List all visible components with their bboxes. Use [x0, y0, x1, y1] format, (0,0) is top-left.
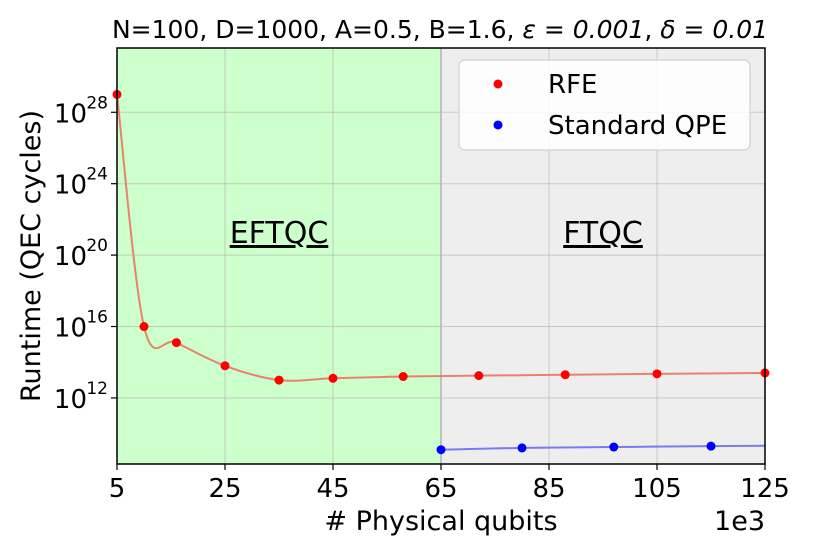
- legend-marker-0: [493, 79, 503, 89]
- x-tick-label: 25: [208, 474, 241, 504]
- x-tick-label: 65: [424, 474, 457, 504]
- x-tick-label: 45: [316, 474, 349, 504]
- legend-marker-1: [493, 120, 503, 130]
- y-tick-exponent: 20: [86, 236, 108, 256]
- x-ticks: 5 25 45 65 85 105 125: [109, 464, 790, 504]
- data-point-rfe: [274, 375, 284, 385]
- region-eftqc: [117, 48, 441, 464]
- x-axis-label: # Physical qubits: [324, 506, 557, 537]
- x-tick-label: 125: [740, 474, 790, 504]
- legend-box: [458, 59, 751, 151]
- legend: RFE Standard QPE: [458, 59, 751, 151]
- title-prefix: N=100, D=1000, A=0.5, B=1.6,: [112, 15, 522, 44]
- y-axis-label: Runtime (QEC cycles): [16, 110, 47, 402]
- data-point-standard-qpe: [706, 441, 716, 451]
- x-tick-label: 105: [632, 474, 682, 504]
- data-point-standard-qpe: [609, 442, 619, 452]
- y-tick-exponent: 28: [86, 93, 108, 113]
- y-tick-exponent: 16: [86, 308, 108, 328]
- data-point-rfe: [171, 338, 181, 348]
- data-point-standard-qpe: [517, 443, 527, 453]
- legend-label-1: Standard QPE: [548, 111, 727, 141]
- x-tick-label: 85: [532, 474, 565, 504]
- data-point-rfe: [328, 373, 338, 383]
- data-point-rfe: [139, 322, 149, 332]
- y-tick-label: 10: [54, 99, 87, 129]
- y-tick-label: 10: [54, 385, 87, 415]
- y-tick-exponent: 24: [86, 165, 108, 185]
- data-point-standard-qpe: [436, 445, 446, 455]
- x-tick-label: 5: [109, 474, 126, 504]
- title-delta: δ = 0.01: [660, 15, 768, 44]
- data-point-rfe: [560, 370, 570, 380]
- title-epsilon: ε = 0.001: [522, 15, 644, 44]
- legend-label-0: RFE: [548, 70, 597, 100]
- region-label-ftqc: FTQC: [563, 216, 643, 251]
- y-tick-exponent: 12: [86, 379, 108, 399]
- data-point-rfe: [652, 369, 662, 379]
- data-point-rfe: [474, 371, 484, 381]
- region-labels: EFTQC FTQC: [230, 216, 643, 251]
- data-point-rfe: [220, 361, 230, 371]
- chart-title: N=100, D=1000, A=0.5, B=1.6, ε = 0.001, …: [112, 15, 768, 44]
- x-axis-offset-label: 1e3: [714, 506, 765, 537]
- title-separator: ,: [644, 15, 660, 44]
- region-label-eftqc: EFTQC: [230, 216, 329, 251]
- y-tick-label: 10: [54, 314, 87, 344]
- y-tick-label: 10: [54, 171, 87, 201]
- y-tick-label: 10: [54, 242, 87, 272]
- data-point-rfe: [398, 372, 408, 382]
